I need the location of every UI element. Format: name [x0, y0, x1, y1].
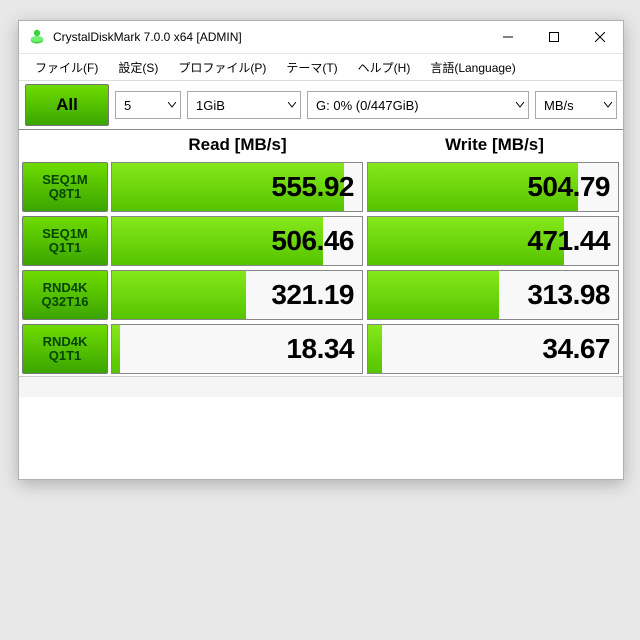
results-grid: SEQ1MQ8T1555.92504.79SEQ1MQ1T1506.46471.… [19, 160, 623, 376]
minimize-button[interactable] [485, 21, 531, 53]
result-bar [112, 271, 246, 319]
result-row: RND4KQ32T16 321.19 313.98 [19, 268, 623, 322]
test-label-1: RND4K [43, 281, 88, 295]
app-icon [29, 29, 45, 45]
write-value: 504.79 [527, 163, 610, 211]
write-value: 34.67 [542, 325, 610, 373]
size-value: 1GiB [196, 98, 225, 113]
result-bar [112, 325, 120, 373]
chevron-down-icon [168, 102, 176, 108]
toolbar: All 5 1GiB G: 0% (0/447GiB) MB/s [19, 81, 623, 130]
write-cell: 313.98 [367, 270, 619, 320]
result-bar [368, 271, 499, 319]
test-button[interactable]: SEQ1MQ8T1 [22, 162, 108, 212]
read-cell: 555.92 [111, 162, 363, 212]
status-bar [19, 376, 623, 397]
test-label-2: Q8T1 [49, 187, 82, 201]
test-label-1: RND4K [43, 335, 88, 349]
menu-file[interactable]: ファイル(F) [25, 57, 108, 78]
test-label-2: Q1T1 [49, 241, 82, 255]
column-headers: Read [MB/s] Write [MB/s] [19, 130, 623, 160]
result-bar [368, 325, 382, 373]
test-label-1: SEQ1M [42, 173, 88, 187]
read-value: 506.46 [271, 217, 354, 265]
write-cell: 471.44 [367, 216, 619, 266]
drive-value: G: 0% (0/447GiB) [316, 98, 419, 113]
test-button[interactable]: SEQ1MQ1T1 [22, 216, 108, 266]
read-header: Read [MB/s] [109, 135, 366, 155]
write-value: 471.44 [527, 217, 610, 265]
menu-language[interactable]: 言語(Language) [420, 57, 525, 78]
menu-theme[interactable]: テーマ(T) [276, 57, 347, 78]
maximize-button[interactable] [531, 21, 577, 53]
test-label-2: Q1T1 [49, 349, 82, 363]
test-label-2: Q32T16 [42, 295, 89, 309]
menu-settings[interactable]: 設定(S) [108, 57, 168, 78]
write-cell: 34.67 [367, 324, 619, 374]
read-value: 18.34 [286, 325, 354, 373]
menu-help[interactable]: ヘルプ(H) [348, 57, 421, 78]
size-select[interactable]: 1GiB [187, 91, 301, 119]
chevron-down-icon [516, 102, 524, 108]
read-value: 321.19 [271, 271, 354, 319]
read-value: 555.92 [271, 163, 354, 211]
result-row: SEQ1MQ1T1 506.46 471.44 [19, 214, 623, 268]
menubar: ファイル(F) 設定(S) プロファイル(P) テーマ(T) ヘルプ(H) 言語… [19, 54, 623, 81]
drive-select[interactable]: G: 0% (0/447GiB) [307, 91, 529, 119]
result-row: SEQ1MQ8T1 555.92 504.79 [19, 160, 623, 214]
run-all-button[interactable]: All [25, 84, 109, 126]
read-cell: 506.46 [111, 216, 363, 266]
unit-select[interactable]: MB/s [535, 91, 617, 119]
read-cell: 321.19 [111, 270, 363, 320]
close-button[interactable] [577, 21, 623, 53]
test-label-1: SEQ1M [42, 227, 88, 241]
write-value: 313.98 [527, 271, 610, 319]
chevron-down-icon [604, 102, 612, 108]
write-header: Write [MB/s] [366, 135, 623, 155]
unit-value: MB/s [544, 98, 574, 113]
chevron-down-icon [288, 102, 296, 108]
runs-value: 5 [124, 98, 131, 113]
read-cell: 18.34 [111, 324, 363, 374]
app-window: CrystalDiskMark 7.0.0 x64 [ADMIN] ファイル(F… [18, 20, 624, 480]
test-button[interactable]: RND4KQ32T16 [22, 270, 108, 320]
result-row: RND4KQ1T1 18.34 34.67 [19, 322, 623, 376]
write-cell: 504.79 [367, 162, 619, 212]
test-button[interactable]: RND4KQ1T1 [22, 324, 108, 374]
menu-profile[interactable]: プロファイル(P) [168, 57, 276, 78]
runs-select[interactable]: 5 [115, 91, 181, 119]
titlebar: CrystalDiskMark 7.0.0 x64 [ADMIN] [19, 21, 623, 54]
window-title: CrystalDiskMark 7.0.0 x64 [ADMIN] [53, 30, 242, 44]
